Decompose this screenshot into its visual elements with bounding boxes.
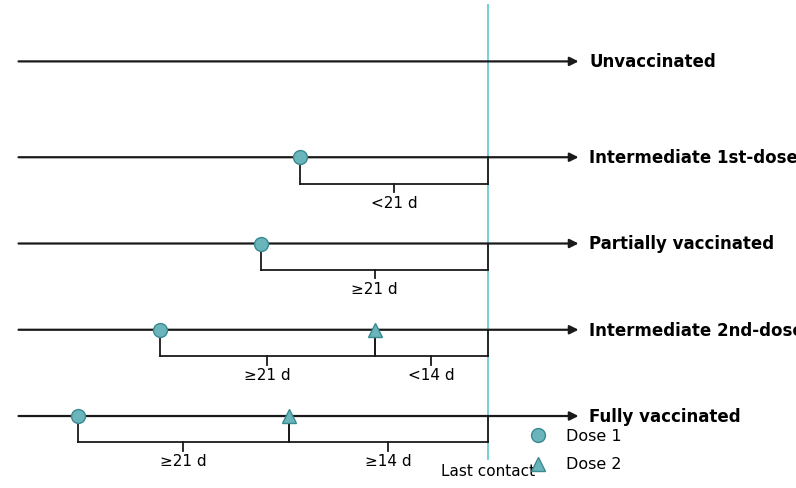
Text: ≥21 d: ≥21 d: [160, 453, 207, 468]
Text: Dose 2: Dose 2: [566, 456, 621, 471]
Text: Intermediate 2nd-dose: Intermediate 2nd-dose: [589, 321, 796, 339]
Text: ≥21 d: ≥21 d: [351, 281, 398, 296]
Text: ≥14 d: ≥14 d: [365, 453, 412, 468]
Text: Unvaccinated: Unvaccinated: [589, 53, 716, 71]
Text: Fully vaccinated: Fully vaccinated: [589, 407, 741, 425]
Text: Partially vaccinated: Partially vaccinated: [589, 235, 775, 253]
Text: <21 d: <21 d: [371, 195, 417, 210]
Text: <14 d: <14 d: [408, 367, 455, 383]
Text: Intermediate 1st-dose: Intermediate 1st-dose: [589, 149, 796, 167]
Text: Last contact: Last contact: [441, 464, 535, 478]
Text: Dose 1: Dose 1: [566, 428, 622, 443]
Text: ≥21 d: ≥21 d: [244, 367, 291, 383]
